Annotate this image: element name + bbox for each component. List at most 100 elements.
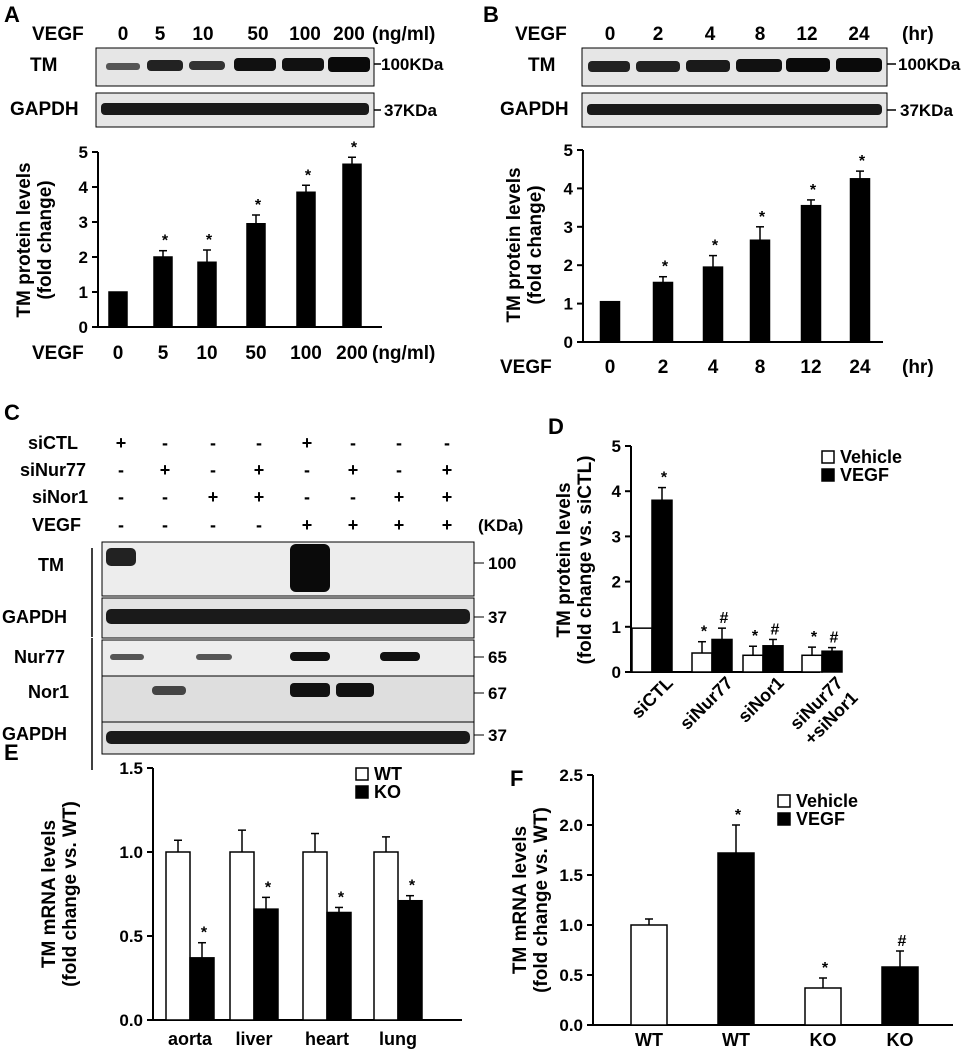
panel-a-header-value: 50 xyxy=(247,24,268,45)
panel-letter-c: C xyxy=(4,400,20,425)
blot-band xyxy=(152,686,186,695)
blot-label: TM xyxy=(30,55,57,76)
category-label: liver xyxy=(235,1029,272,1049)
blot-band xyxy=(282,58,324,71)
bar xyxy=(651,499,673,673)
y-axis-label: TM mRNA levels(fold change vs. WT) xyxy=(39,801,81,987)
bar xyxy=(804,987,842,1026)
blot-band xyxy=(380,652,420,661)
blot-band xyxy=(636,61,680,72)
significance-mark: * xyxy=(811,629,818,646)
bar xyxy=(296,191,316,328)
significance-mark: * xyxy=(265,879,272,896)
y-tick-label: 1.0 xyxy=(119,843,143,862)
bar xyxy=(800,204,822,343)
y-tick-label: 0.0 xyxy=(119,1011,143,1030)
y-tick-label: 0 xyxy=(564,333,573,352)
y-tick-label: 4 xyxy=(612,482,622,501)
treatment-sign: + xyxy=(394,515,405,535)
bar xyxy=(165,851,191,1021)
legend-swatch xyxy=(821,450,835,464)
bar xyxy=(189,957,215,1021)
significance-mark: # xyxy=(830,630,839,647)
treatment-sign: - xyxy=(210,515,216,535)
bar xyxy=(691,652,713,673)
treatment-sign: - xyxy=(350,487,356,507)
treatment-sign: - xyxy=(396,433,402,453)
bar xyxy=(801,654,823,673)
blot-label: GAPDH xyxy=(2,607,67,627)
treatment-sign: - xyxy=(162,515,168,535)
legend-label: VEGF xyxy=(796,809,845,829)
legend-swatch xyxy=(355,767,369,781)
blot-band xyxy=(101,103,369,115)
kda-label: (KDa) xyxy=(478,516,523,535)
bar xyxy=(631,627,653,673)
y-tick-label: 2.0 xyxy=(559,816,583,835)
category-label: 24 xyxy=(849,357,871,378)
y-tick-label: 3 xyxy=(612,527,621,546)
bar xyxy=(821,650,843,673)
blot-marker: 67 xyxy=(488,684,507,703)
legend-swatch xyxy=(355,785,369,799)
panel-c-blots: siCTL siNur77 siNor1 VEGF + - - - + - - -- + - + - +… xyxy=(2,433,523,770)
significance-mark: * xyxy=(661,470,668,487)
treatment-sign: + xyxy=(442,460,453,480)
y-tick-label: 2 xyxy=(612,573,621,592)
bar xyxy=(630,924,668,1026)
bar xyxy=(717,852,755,1026)
significance-mark: # xyxy=(898,933,907,950)
significance-mark: * xyxy=(701,624,708,641)
significance-mark: * xyxy=(338,889,345,906)
x-axis-unit: (hr) xyxy=(902,357,934,378)
blot-band xyxy=(290,652,330,661)
treatment-sign: + xyxy=(254,460,265,480)
legend-label: Vehicle xyxy=(840,447,902,467)
y-tick-label: 0.5 xyxy=(119,927,143,946)
category-label: 5 xyxy=(158,343,169,364)
blot-band xyxy=(336,683,374,697)
x-axis-unit: (ng/ml) xyxy=(372,343,435,364)
significance-mark: * xyxy=(810,182,817,199)
treatment-sign: - xyxy=(210,460,216,480)
category-label: 4 xyxy=(708,357,719,378)
bar xyxy=(229,851,255,1021)
panel-b-header-label: VEGF xyxy=(515,24,567,45)
bar xyxy=(302,851,328,1021)
category-label: 0 xyxy=(113,343,124,364)
blot-label: TM xyxy=(528,55,555,76)
panel-a-header-label: VEGF xyxy=(32,24,84,45)
y-tick-label: 1 xyxy=(612,618,621,637)
blot-band xyxy=(196,654,232,660)
blot-band xyxy=(106,731,470,744)
panel-a-header-value: 200 xyxy=(333,24,365,45)
treatment-sign: + xyxy=(208,487,219,507)
category-label: KO xyxy=(887,1030,914,1050)
y-tick-label: 1.0 xyxy=(559,916,583,935)
y-tick-label: 1 xyxy=(564,295,573,314)
panel-a-header-unit: (ng/ml) xyxy=(372,24,435,45)
y-tick-label: 2 xyxy=(564,256,573,275)
y-axis-label: TM protein levels(fold change) xyxy=(504,167,546,322)
blot-marker: 37 xyxy=(488,608,507,627)
significance-mark: * xyxy=(206,232,213,249)
treatment-sign: + xyxy=(160,460,171,480)
bar xyxy=(197,261,217,328)
treatment-sign: - xyxy=(350,433,356,453)
category-label: 2 xyxy=(658,357,669,378)
treatment-sign: + xyxy=(116,433,127,453)
significance-mark: * xyxy=(351,139,358,156)
treatment-signs: + - - - + - - - - + - + - + - + - - + + - - + + - - - - + + + + xyxy=(116,433,453,535)
blot-band xyxy=(106,63,140,70)
y-tick-label: 0 xyxy=(612,663,621,682)
treatment-label: siNur77 xyxy=(20,460,86,480)
treatment-sign: - xyxy=(162,433,168,453)
legend-label: WT xyxy=(374,764,402,784)
bar xyxy=(326,911,352,1021)
category-label: 200 xyxy=(336,343,368,364)
blot-marker: 100KDa xyxy=(898,55,961,74)
blot-band xyxy=(836,58,882,72)
panel-letter-d: D xyxy=(548,414,564,439)
y-tick-label: 5 xyxy=(612,437,621,456)
